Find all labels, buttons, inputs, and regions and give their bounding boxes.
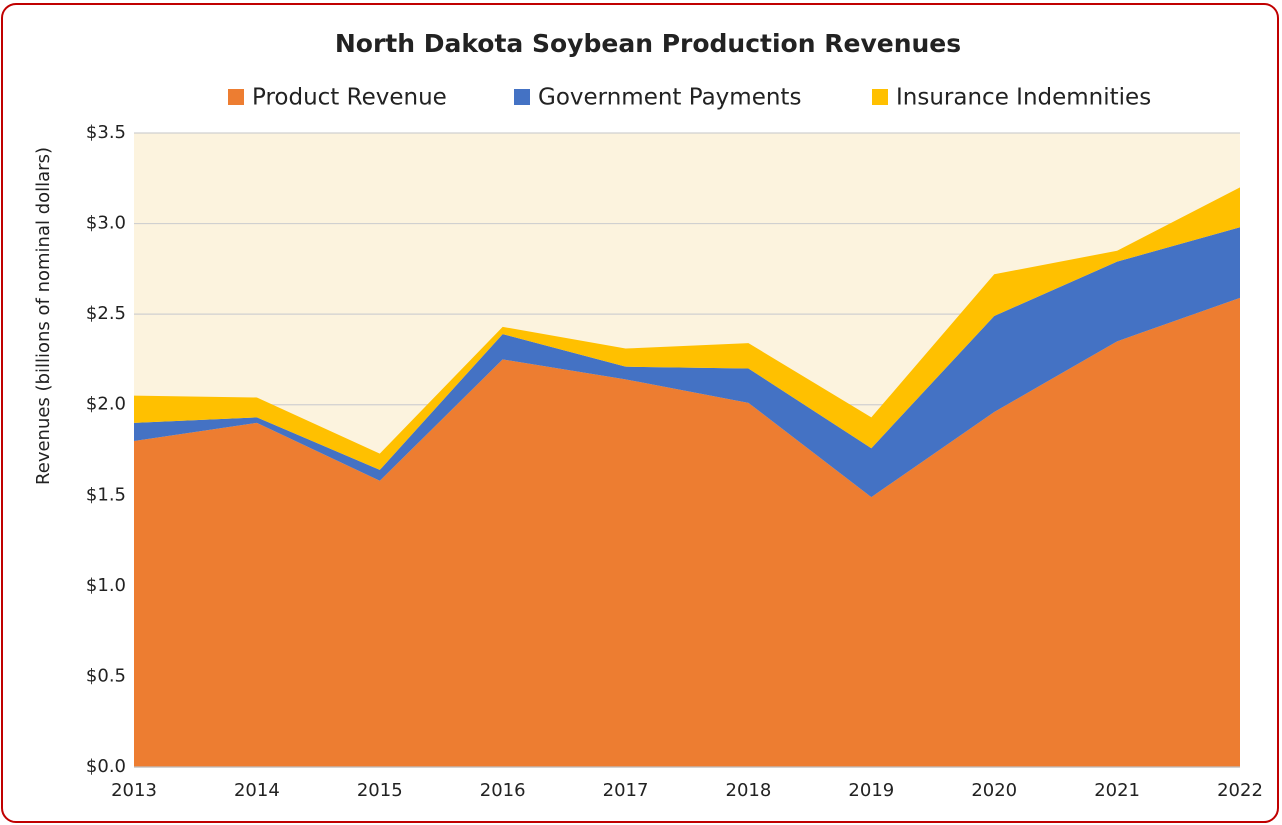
legend-label: Product Revenue — [252, 85, 447, 111]
x-tick-label: 2021 — [1094, 780, 1140, 801]
x-tick-label: 2017 — [603, 780, 649, 801]
x-tick-label: 2020 — [971, 780, 1017, 801]
legend-label: Insurance Indemnities — [896, 85, 1151, 111]
y-tick-label: $3.5 — [86, 122, 126, 143]
area — [134, 227, 1240, 498]
x-tick-label: 2018 — [726, 780, 772, 801]
x-tick-label: 2022 — [1217, 780, 1263, 801]
y-tick-label: $0.0 — [86, 756, 126, 777]
y-tick-label: $0.5 — [86, 665, 126, 686]
legend-swatch — [514, 89, 530, 105]
x-tick-label: 2015 — [357, 780, 403, 801]
x-tick-label: 2013 — [111, 780, 157, 801]
y-tick-label: $2.0 — [86, 394, 126, 415]
x-tick-label: 2019 — [848, 780, 894, 801]
y-tick-label: $1.5 — [86, 484, 126, 505]
legend-swatch — [228, 89, 244, 105]
legend-label: Government Payments — [538, 85, 801, 111]
y-tick-label: $3.0 — [86, 213, 126, 234]
y-tick-label: $2.5 — [86, 303, 126, 324]
legend-swatch — [872, 89, 888, 105]
y-tick-label: $1.0 — [86, 575, 126, 596]
x-tick-label: 2016 — [480, 780, 526, 801]
x-tick-label: 2014 — [234, 780, 280, 801]
area — [134, 297, 1240, 767]
y-axis-title: Revenues (billions of nominal dollars) — [33, 147, 54, 485]
chart-title: North Dakota Soybean Production Revenues — [335, 29, 961, 58]
